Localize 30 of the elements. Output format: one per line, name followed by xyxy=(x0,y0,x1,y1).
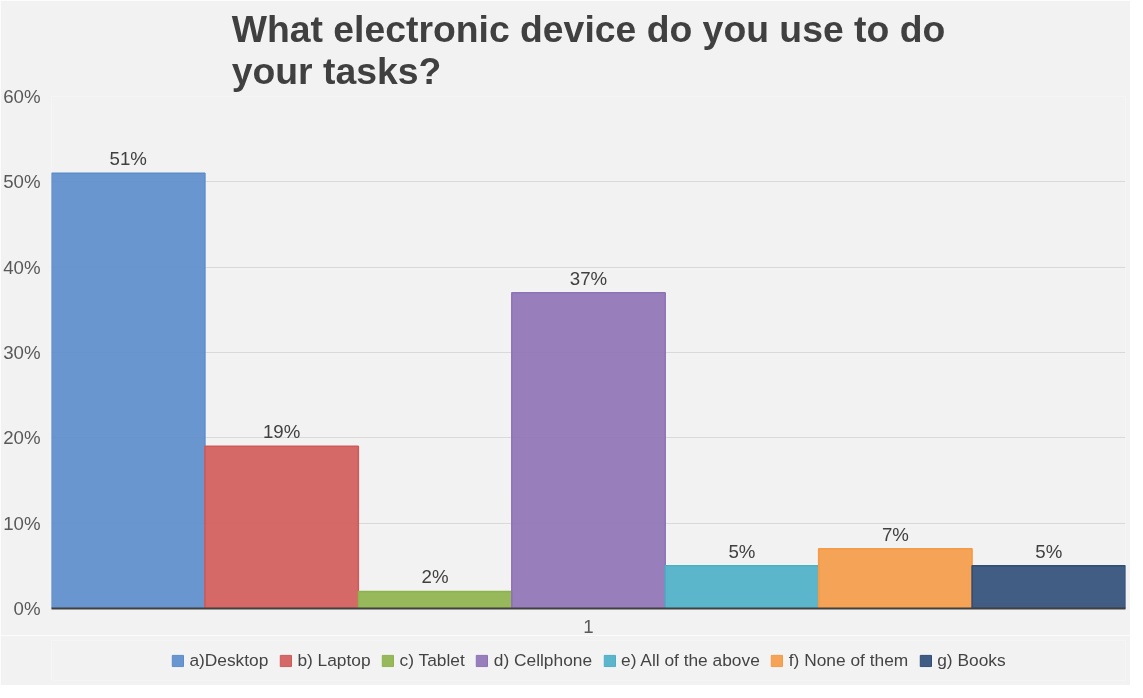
bar xyxy=(817,548,973,609)
data-label: 2% xyxy=(421,566,449,588)
bar xyxy=(357,590,513,609)
legend-label: a)Desktop xyxy=(189,649,269,671)
x-tick-label: 1 xyxy=(583,615,594,637)
data-label: 5% xyxy=(728,540,756,562)
bar xyxy=(204,445,360,609)
bar xyxy=(511,292,666,609)
bar xyxy=(51,172,206,609)
legend-label: c) Tablet xyxy=(399,649,465,671)
data-label: 7% xyxy=(881,523,909,545)
y-tick-label: 30% xyxy=(3,342,41,363)
y-tick-label: 40% xyxy=(3,256,41,278)
y-tick-label: 0% xyxy=(13,598,41,619)
data-label: 19% xyxy=(262,421,301,443)
legend-label: f) None of them xyxy=(788,649,909,671)
data-label: 5% xyxy=(1035,540,1063,562)
legend-label: e) All of the above xyxy=(621,649,760,671)
data-label: 51% xyxy=(109,148,147,170)
legend-label: d) Cellphone xyxy=(493,649,593,671)
chart-title: What electronic device do you use to do your tasks? xyxy=(231,7,946,92)
bar xyxy=(664,565,820,609)
y-tick-label: 20% xyxy=(3,427,41,449)
legend-label: g) Books xyxy=(937,649,1006,671)
y-tick-label: 60% xyxy=(3,86,41,107)
legend-label: b) Laptop xyxy=(297,649,371,671)
y-tick-label: 50% xyxy=(3,171,41,193)
y-tick-label: 10% xyxy=(3,512,41,534)
bar xyxy=(971,565,1126,609)
data-label: 37% xyxy=(569,267,608,289)
